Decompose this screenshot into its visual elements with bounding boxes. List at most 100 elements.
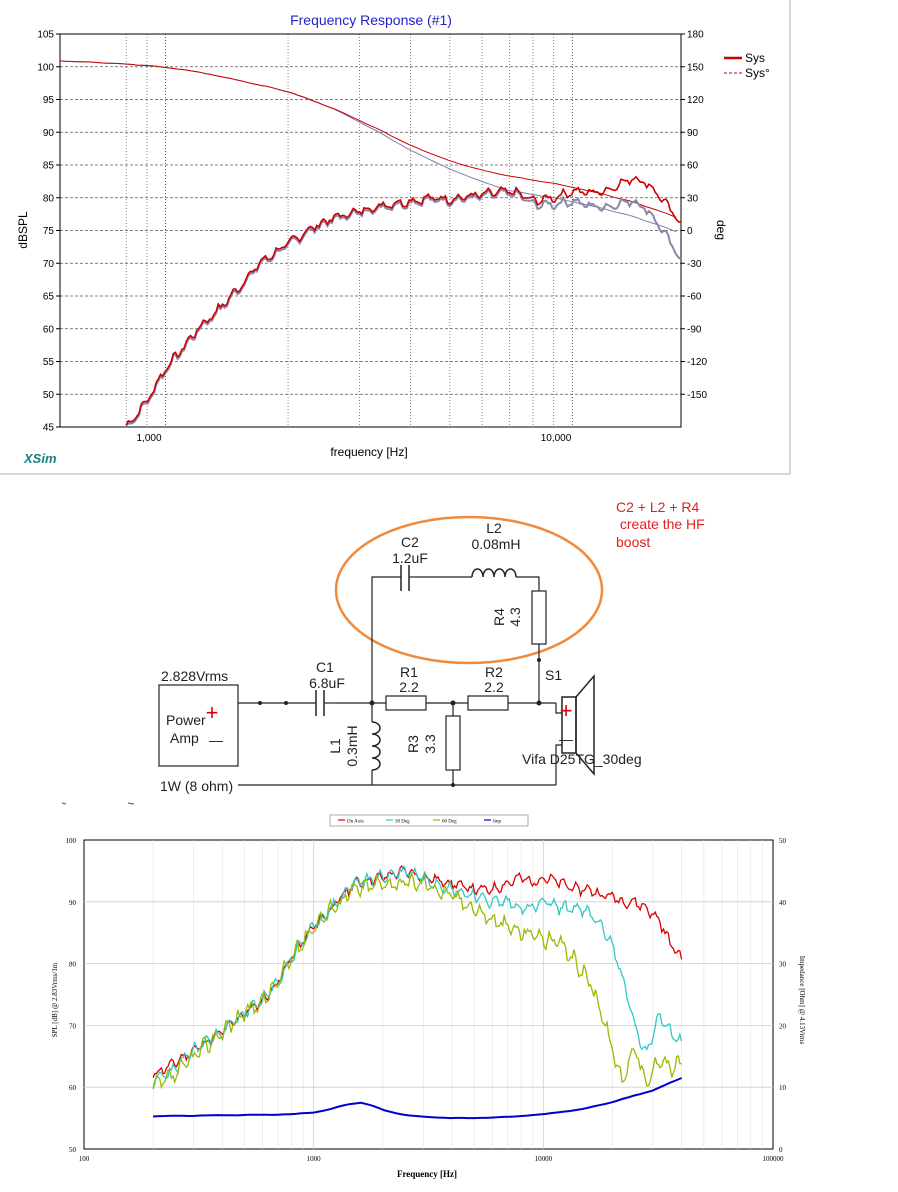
y-tick-label: 80 [69, 961, 77, 969]
y2-tick-label: 0 [779, 1146, 783, 1154]
l2-name: L2 [486, 520, 502, 536]
top-chart-legend: Sys Sys° [724, 51, 770, 80]
top-chart: Frequency Response (#1) 105 100 95 90 85 80 75… [0, 0, 791, 475]
annotation-line: boost [616, 534, 650, 550]
y-tick-label: 90 [69, 899, 77, 907]
inductor-l1[interactable]: L1 0.3mH [327, 721, 381, 771]
legend-label: 60 Deg [442, 820, 457, 825]
top-chart-x-tick-label: 1,000 [136, 433, 161, 444]
y2-tick-label: 50 [779, 837, 787, 845]
l2-value: 0.08mH [471, 536, 520, 552]
capacitor-c1[interactable]: C1 6.8uF [309, 659, 345, 716]
y2-tick-label: -90 [687, 324, 702, 335]
wire [555, 703, 562, 714]
source-power-label: 1W (8 ohm) [160, 778, 233, 794]
bottom-chart-legend: On Axis 30 Deg 60 Deg Imp [338, 819, 502, 825]
top-chart-series [59, 60, 682, 428]
scan-artifact [61, 802, 67, 805]
crossover-schematic: C2 + L2 + R4 create the HF boost 2.8 [61, 499, 705, 805]
y-tick-label: 45 [43, 423, 55, 434]
amp-minus-sign: — [209, 732, 223, 748]
top-chart-title: Frequency Response (#1) [290, 12, 452, 28]
y-tick-label: 50 [69, 1146, 77, 1154]
series-line-sys-phase [59, 60, 677, 218]
y-tick-label: 70 [69, 1022, 77, 1030]
x-tick-label: 1000 [307, 1155, 322, 1163]
speaker-name: S1 [545, 667, 562, 683]
speaker-s1[interactable]: S1 Vifa D25TG_30deg + — [522, 667, 642, 777]
y2-tick-label: 20 [779, 1022, 787, 1030]
top-chart-y-right-ticks: 180 150 120 90 60 30 0 -30 -60 -90 -120 -150 [681, 30, 707, 401]
y2-tick-label: -150 [687, 390, 707, 401]
y2-tick-label: 0 [687, 226, 693, 237]
y-tick-label: 50 [43, 390, 55, 401]
wire [555, 744, 562, 785]
hf-boost-annotation: C2 + L2 + R4 create the HF boost [616, 499, 705, 550]
r4-value: 4.3 [507, 607, 523, 627]
c1-name: C1 [316, 659, 334, 675]
y-tick-label: 105 [37, 30, 54, 41]
speaker-model: Vifa D25TG_30deg [522, 751, 642, 767]
scan-artifact [127, 802, 135, 805]
series-line-sys [125, 175, 682, 426]
annotation-line: create the HF [616, 516, 705, 532]
top-chart-x-tick-label: 10,000 [541, 433, 572, 444]
resistor-r4[interactable]: R4 4.3 [491, 590, 547, 645]
y2-tick-label: -30 [687, 259, 702, 270]
x-tick-label: 100 [79, 1155, 90, 1163]
r3-name: R3 [405, 735, 421, 753]
y2-tick-label: -60 [687, 292, 702, 303]
resistor-r2[interactable]: R2 2.2 [467, 664, 509, 711]
r2-name: R2 [485, 664, 503, 680]
bottom-chart-y2-axis-label: Impedance [Ohm] @ 4.13Vrms [798, 956, 806, 1045]
legend-label: On Axis [347, 820, 364, 825]
l1-value: 0.3mH [344, 725, 360, 766]
top-chart-y-left-ticks: 105 100 95 90 85 80 75 70 65 60 55 50 45 [37, 30, 60, 434]
y2-tick-label: 30 [687, 193, 699, 204]
bottom-chart-grid [84, 840, 773, 1149]
resistor-r3[interactable]: R3 3.3 [405, 715, 461, 771]
legend-label-sys: Sys [745, 51, 765, 65]
legend-label: 30 Deg [395, 820, 410, 825]
power-amp-label: Amp [170, 730, 199, 746]
bottom-chart: On Axis 30 Deg 60 Deg Imp 10090807060505040… [51, 814, 806, 1179]
wire [371, 576, 401, 703]
y2-tick-label: -120 [687, 357, 707, 368]
y-tick-label: 65 [43, 292, 55, 303]
r4-name: R4 [491, 608, 507, 626]
amp-plus-sign: + [206, 700, 219, 725]
top-chart-grid [60, 34, 681, 427]
resistor-r1[interactable]: R1 2.2 [385, 664, 427, 711]
bottom-chart-y-axis-label: SPL [dB] @ 2.83Vrms/1m [51, 962, 59, 1037]
power-amp-label: Power [166, 712, 206, 728]
series-line-sys-ref [125, 187, 682, 428]
y-tick-label: 70 [43, 259, 55, 270]
y-tick-label: 85 [43, 161, 55, 172]
c1-value: 6.8uF [309, 675, 345, 691]
c2-value: 1.2uF [392, 550, 428, 566]
bottom-chart-series [152, 865, 683, 1120]
y2-tick-label: 150 [687, 62, 704, 73]
bottom-chart-legend-box [329, 814, 529, 827]
y-tick-label: 90 [43, 128, 55, 139]
r1-name: R1 [400, 664, 418, 680]
y-tick-label: 60 [69, 1084, 77, 1092]
power-amp-block[interactable] [158, 684, 239, 767]
y-tick-label: 60 [43, 324, 55, 335]
speaker-plus-sign: + [560, 698, 573, 723]
bottom-chart-plot-frame [83, 839, 774, 1150]
legend-label-sys-phase: Sys° [745, 66, 770, 80]
y-tick-label: 80 [43, 193, 55, 204]
highlight-ellipse [334, 515, 604, 665]
r1-value: 2.2 [399, 679, 419, 695]
inductor-l2[interactable]: L2 0.08mH [471, 520, 521, 578]
legend-label: Imp [493, 820, 502, 825]
l1-name: L1 [327, 738, 343, 754]
x-tick-label: 10000 [535, 1155, 553, 1163]
wire [516, 576, 540, 591]
capacitor-c2[interactable]: C2 1.2uF [392, 534, 428, 591]
y-tick-label: 75 [43, 226, 55, 237]
r2-value: 2.2 [484, 679, 504, 695]
